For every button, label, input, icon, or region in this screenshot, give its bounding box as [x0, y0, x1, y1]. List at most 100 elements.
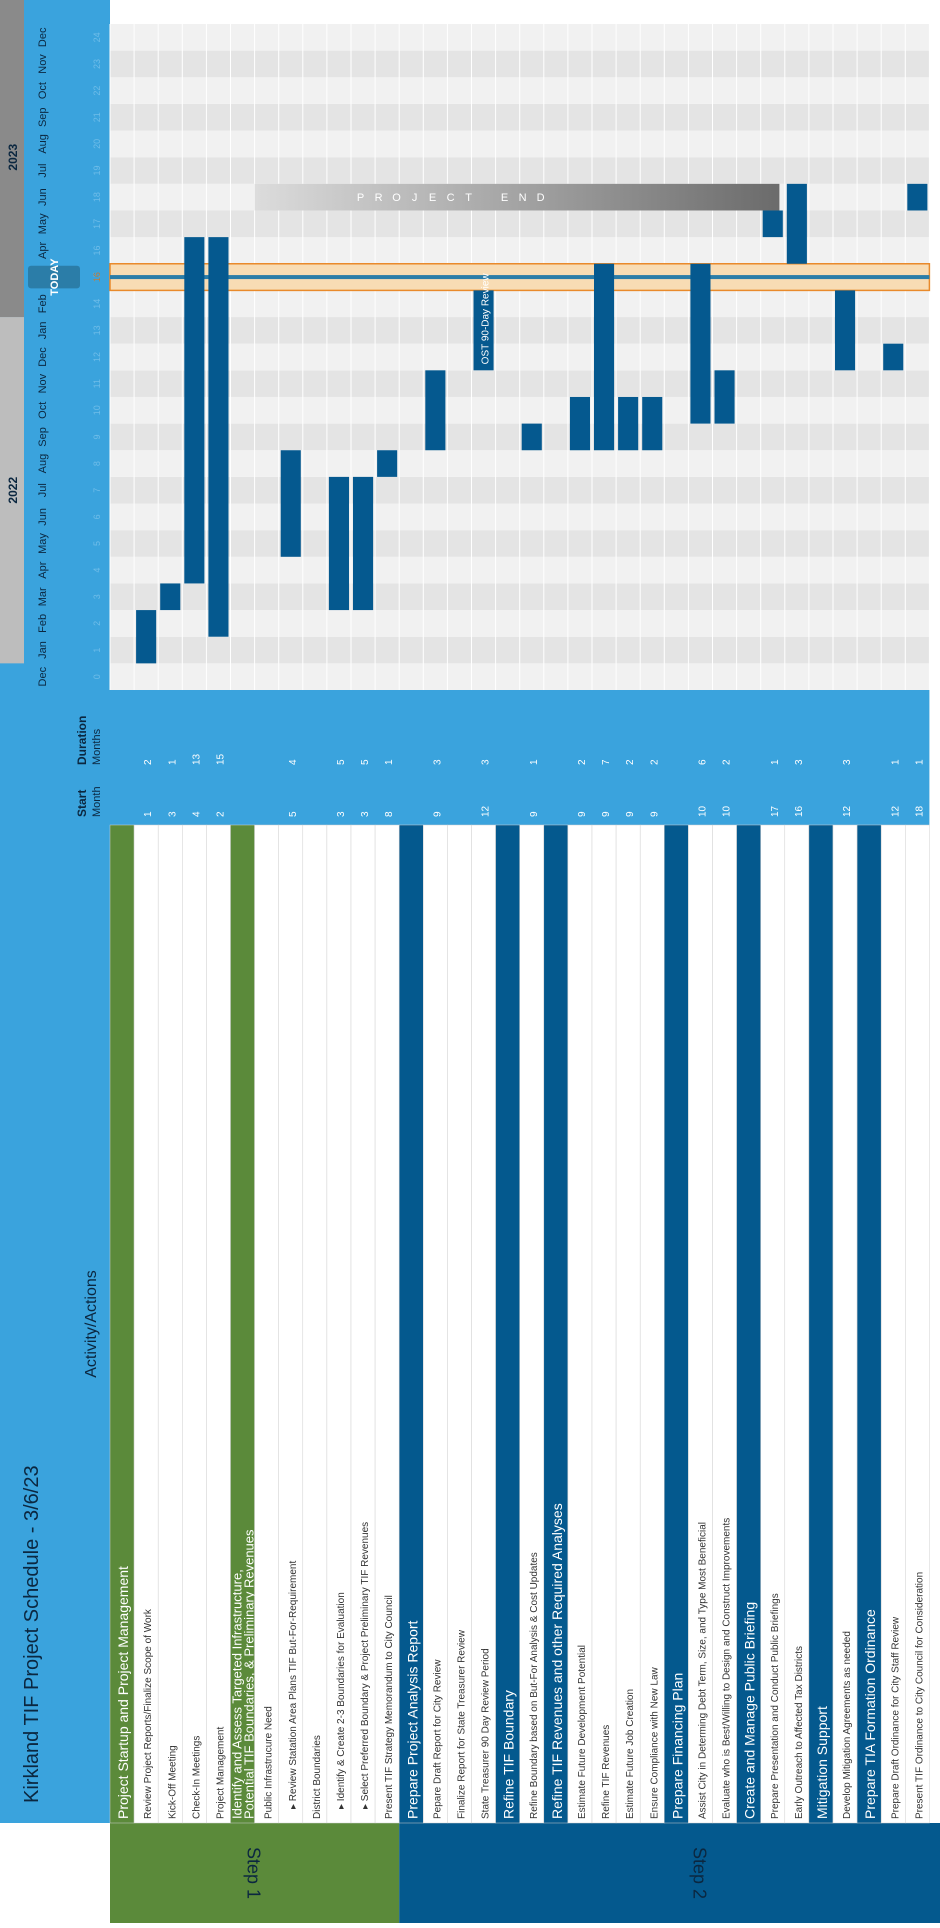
task-name: Estimate Future Job Creation [625, 1689, 636, 1819]
step-label: Step 2 [689, 1847, 709, 1899]
month-label: Sep [37, 107, 49, 127]
month-index: 18 [92, 192, 102, 202]
section-title: Refine TIF Boundary [501, 1690, 517, 1819]
schedule-bar [690, 263, 711, 424]
task-row [182, 824, 207, 1824]
section-title: Prepare Financing Plan [669, 1673, 685, 1819]
task-name: Develop Mitigation Agreements as needed [842, 1631, 853, 1819]
today-label: TODAY [49, 258, 61, 296]
month-label: Apr [37, 242, 49, 259]
start-month-value: 9 [577, 811, 588, 817]
schedule-bar [642, 396, 663, 451]
task-name: State Treasurer 90 Day Review Period [481, 1648, 492, 1819]
project-end-letter: E [429, 192, 436, 204]
month-index: 6 [92, 514, 102, 519]
start-month-value: 1 [143, 811, 154, 817]
month-label: Dec [37, 347, 49, 367]
start-month-value: 9 [432, 811, 443, 817]
schedule-bar [208, 237, 229, 637]
schedule-bar [618, 396, 639, 451]
task-name: ▸ Identify & Create 2-3 Boundaries for E… [336, 1592, 347, 1809]
section-title: Prepare Project Analysis Report [404, 1620, 420, 1819]
duration-value: 15 [216, 753, 227, 765]
duration-value: 1 [384, 759, 395, 765]
month-label: Dec [37, 666, 49, 686]
start-month-value: 12 [842, 805, 853, 817]
task-name: Finalize Report for State Treasurer Revi… [457, 1629, 468, 1819]
task-name: Early Outreach to Affected Tax Districts [794, 1646, 805, 1819]
duration-column-header: Duration [75, 716, 89, 765]
section-title: Create and Manage Public Briefing [742, 1602, 758, 1819]
schedule-bar [594, 263, 615, 451]
section-title: Mitigation Support [814, 1706, 830, 1819]
year-label: 2023 [6, 144, 20, 171]
section-title-line2: Potential TIF Boundaries, & Preliminary … [242, 1529, 257, 1819]
schedule-bar [835, 290, 856, 371]
today-badge [28, 265, 80, 289]
month-index: 16 [92, 245, 102, 255]
month-index: 17 [92, 219, 102, 229]
duration-value: 7 [601, 759, 612, 765]
start-month-value: 12 [890, 805, 901, 817]
duration-value: 3 [842, 759, 853, 765]
duration-value: 5 [336, 759, 347, 765]
project-end-letter: E [501, 192, 508, 204]
month-label: Sep [37, 427, 49, 447]
start-month-value: 12 [481, 805, 492, 817]
start-month-value: 16 [794, 805, 805, 817]
month-index: 8 [92, 461, 102, 466]
task-name: ▸ Select Preferred Boundary & Project Pr… [360, 1522, 371, 1809]
month-index: 5 [92, 541, 102, 546]
start-month-value: 5 [288, 811, 299, 817]
duration-value: 1 [529, 759, 540, 765]
task-name: Prepare Presentation and Conduct Public … [770, 1593, 781, 1819]
schedule-bar [521, 423, 542, 451]
task-name: Project Management [216, 1727, 227, 1819]
project-end-letter: T [465, 192, 472, 204]
start-column-subheader: Month [91, 786, 103, 817]
section-row [495, 824, 520, 1824]
task-name: Pepare Draft Report for City Review [432, 1659, 443, 1819]
month-index: 13 [92, 325, 102, 335]
month-index: 12 [92, 352, 102, 362]
start-month-value: 18 [914, 805, 925, 817]
month-label: Feb [37, 614, 49, 633]
start-month-value: 9 [625, 811, 636, 817]
start-month-value: 3 [336, 811, 347, 817]
schedule-bar [907, 183, 928, 211]
start-month-value: 9 [649, 811, 660, 817]
section-title: Identify and Assess Targeted Infrastruct… [230, 1569, 245, 1819]
month-index: 4 [92, 568, 102, 573]
schedule-bar [883, 343, 904, 371]
schedule-bar [714, 370, 735, 424]
month-label: Aug [37, 454, 49, 474]
month-label: Nov [37, 373, 49, 393]
duration-column-subheader: Months [91, 728, 103, 765]
duration-value: 2 [649, 759, 660, 765]
task-name: Review Project Reports/Finalize Scope of… [143, 1608, 154, 1819]
month-index: 14 [92, 299, 102, 309]
duration-value: 13 [191, 753, 202, 765]
page-title: Kirkland TIF Project Schedule - 3/6/23 [21, 1465, 43, 1803]
duration-value: 4 [288, 759, 299, 765]
section-title: Project Startup and Project Management [115, 1566, 131, 1819]
activity-column-header: Activity/Actions [83, 1270, 100, 1378]
month-label: Aug [37, 134, 49, 154]
year-label: 2022 [6, 477, 20, 504]
month-label: Jan [37, 641, 49, 659]
schedule-bar [184, 237, 205, 584]
month-index: 2 [92, 621, 102, 626]
task-name: Present TIF Ordinance to City Council fo… [914, 1572, 925, 1819]
month-label: Dec [37, 27, 49, 47]
project-end-letter: R [375, 192, 383, 204]
duration-value: 2 [143, 759, 154, 765]
duration-value: 2 [625, 759, 636, 765]
month-index: 0 [92, 674, 102, 679]
project-end-letter: C [447, 192, 455, 204]
duration-value: 3 [794, 759, 805, 765]
month-index: 9 [92, 434, 102, 439]
task-name: Public Infrastrucure Need [264, 1706, 275, 1819]
project-end-letter: P [357, 192, 364, 204]
schedule-bar [280, 450, 301, 557]
